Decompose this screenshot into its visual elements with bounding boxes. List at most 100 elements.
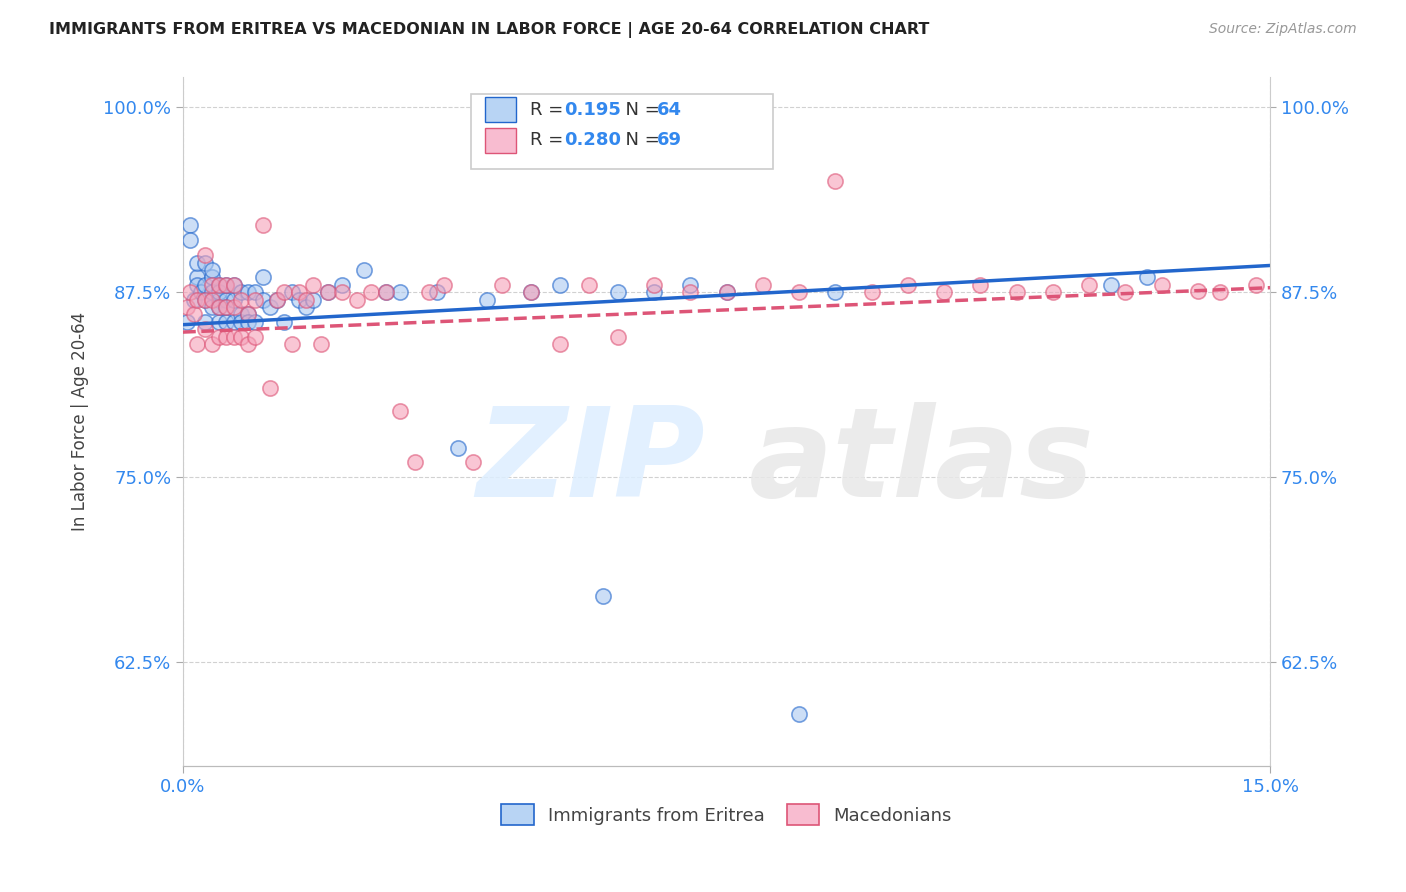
Point <box>215 300 238 314</box>
Point <box>208 329 231 343</box>
Point <box>578 277 600 292</box>
Point <box>245 329 267 343</box>
Point <box>389 403 412 417</box>
Point <box>179 219 201 233</box>
Point <box>346 293 368 307</box>
Point <box>969 277 991 292</box>
Point <box>1042 285 1064 299</box>
Point <box>404 455 426 469</box>
Point <box>288 293 311 307</box>
Point <box>548 277 571 292</box>
Point <box>194 293 217 307</box>
Point <box>273 315 295 329</box>
Point <box>295 293 318 307</box>
Point <box>252 270 274 285</box>
Point <box>716 285 738 299</box>
Point <box>215 329 238 343</box>
Point <box>179 285 201 299</box>
Point <box>229 315 252 329</box>
Point <box>606 285 628 299</box>
Point <box>229 285 252 299</box>
Point <box>245 285 267 299</box>
Point <box>201 293 224 307</box>
Point <box>229 293 252 307</box>
Point <box>280 285 302 299</box>
Point <box>238 337 260 351</box>
Point <box>201 285 224 299</box>
Point <box>679 285 702 299</box>
Point <box>332 277 354 292</box>
Point <box>280 337 302 351</box>
Point <box>592 589 614 603</box>
Point <box>208 315 231 329</box>
Point <box>643 285 665 299</box>
Point <box>238 285 260 299</box>
Point <box>316 285 339 299</box>
Point <box>716 285 738 299</box>
Point <box>194 248 217 262</box>
Point <box>1208 285 1230 299</box>
Point <box>606 329 628 343</box>
Point <box>548 337 571 351</box>
Point <box>229 329 252 343</box>
Point <box>176 315 198 329</box>
Point <box>215 315 238 329</box>
Point <box>302 293 325 307</box>
Point <box>309 337 332 351</box>
Point <box>266 293 288 307</box>
Point <box>186 337 208 351</box>
Point <box>194 277 217 292</box>
Point <box>222 315 245 329</box>
Text: N =: N = <box>614 131 666 149</box>
Point <box>360 285 382 299</box>
Point <box>316 285 339 299</box>
Point <box>194 322 217 336</box>
Point <box>1136 270 1159 285</box>
Point <box>259 381 281 395</box>
Point <box>252 293 274 307</box>
Point <box>389 285 412 299</box>
Legend: Immigrants from Eritrea, Macedonians: Immigrants from Eritrea, Macedonians <box>494 797 959 832</box>
Text: 0.280: 0.280 <box>564 131 621 149</box>
Point <box>332 285 354 299</box>
Point <box>238 315 260 329</box>
Point <box>520 285 543 299</box>
Point <box>353 263 375 277</box>
Point <box>215 277 238 292</box>
Point <box>194 315 217 329</box>
Point <box>215 293 238 307</box>
Point <box>643 277 665 292</box>
Point <box>215 277 238 292</box>
Point <box>374 285 396 299</box>
Point <box>222 293 245 307</box>
Point <box>190 285 212 299</box>
Point <box>934 285 956 299</box>
Y-axis label: In Labor Force | Age 20-64: In Labor Force | Age 20-64 <box>72 312 89 532</box>
Point <box>302 277 325 292</box>
Point <box>295 300 318 314</box>
Point <box>222 329 245 343</box>
Text: R =: R = <box>530 131 569 149</box>
Point <box>201 277 224 292</box>
Point <box>433 277 456 292</box>
Point <box>418 285 440 299</box>
Point <box>374 285 396 299</box>
Text: R =: R = <box>530 101 569 119</box>
Text: 69: 69 <box>657 131 682 149</box>
Point <box>208 277 231 292</box>
Point <box>787 707 810 722</box>
Point <box>183 307 205 321</box>
Point <box>245 293 267 307</box>
Point <box>186 255 208 269</box>
Point <box>208 285 231 299</box>
Text: Source: ZipAtlas.com: Source: ZipAtlas.com <box>1209 22 1357 37</box>
Point <box>201 263 224 277</box>
Point <box>208 300 231 314</box>
Point <box>477 293 499 307</box>
Point <box>245 315 267 329</box>
Point <box>860 285 883 299</box>
Text: 0.195: 0.195 <box>564 101 620 119</box>
Point <box>824 174 846 188</box>
Point <box>824 285 846 299</box>
Point <box>1150 277 1173 292</box>
